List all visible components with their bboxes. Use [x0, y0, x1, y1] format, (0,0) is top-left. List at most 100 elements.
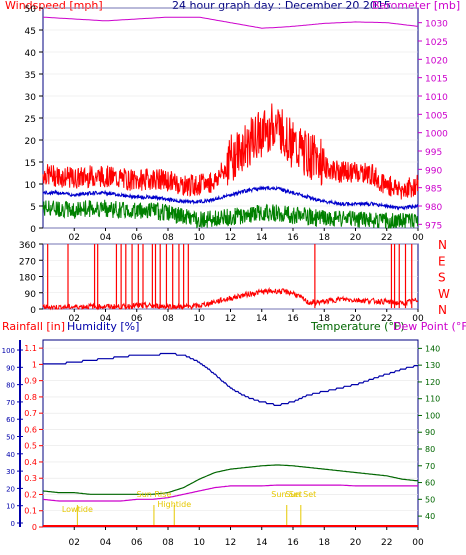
wind-hour-label: 10: [194, 233, 206, 243]
temperature-tick-label: 110: [425, 395, 440, 404]
axes-layer: 0510152025303540455097598098599099510001…: [2, 5, 450, 548]
barometer-axis-title: Barometer [mb]: [372, 0, 460, 12]
rainfall-tick-label: 0.3: [24, 474, 37, 483]
compass-label: S: [438, 271, 446, 285]
direction-tick-label: 360: [19, 241, 36, 251]
humidity-panel-frame: [42, 339, 419, 528]
barometer-tick-label: 985: [425, 185, 442, 195]
temperature-tick-label: 40: [425, 512, 435, 521]
barometer-tick-label: 995: [425, 148, 442, 158]
humidity-line: [43, 352, 418, 406]
wind-hour-label: 06: [131, 233, 143, 243]
direction-hour-label: 08: [162, 314, 174, 324]
direction-plot-area: [42, 243, 419, 311]
wind-hour-label: 00: [412, 233, 424, 243]
direction-hour-label: 14: [256, 314, 268, 324]
wind-hour-label: 16: [287, 233, 299, 243]
compass-label: E: [438, 254, 446, 268]
direction-hour-label: 10: [194, 314, 206, 324]
compass-label: W: [438, 287, 450, 301]
wind-average-line: [42, 185, 419, 211]
humidity-tick-label: 50: [6, 434, 15, 442]
event-label: Sun Rise: [137, 490, 172, 499]
rainfall-tick-label: 0.8: [24, 393, 37, 402]
event-label: Hightide: [157, 500, 191, 509]
wind-hour-label: 22: [381, 233, 392, 243]
windspeed-tick-label: 40: [25, 49, 37, 59]
direction-hour-label: 02: [69, 314, 80, 324]
rainfall-tick-label: 1.1: [24, 344, 37, 353]
compass-label: N: [438, 303, 447, 317]
temperature-tick-label: 90: [425, 428, 435, 437]
direction-tick-label: 90: [25, 290, 37, 300]
windspeed-line: [42, 103, 419, 200]
windspeed-axis-title: Windspeed [mph]: [5, 0, 103, 12]
rainfall-tick-label: 0.4: [24, 458, 37, 467]
direction-hour-label: 22: [381, 314, 392, 324]
barometer-tick-label: 1005: [425, 111, 448, 121]
temperature-tick-label: 80: [425, 445, 435, 454]
event-label: Lowtide: [62, 505, 93, 514]
direction-hour-label: 16: [287, 314, 299, 324]
rainfall-tick-label: 0.2: [24, 490, 37, 499]
direction-hour-label: 18: [319, 314, 331, 324]
direction-line: [42, 286, 419, 311]
wind-hour-label: 12: [225, 233, 236, 243]
humidity-tick-label: 80: [6, 382, 15, 390]
direction-tick-label: 0: [30, 306, 36, 316]
temperature-tick-label: 60: [425, 479, 435, 488]
humidity-tick-label: 40: [6, 451, 15, 459]
humidity-tick-label: 10: [6, 503, 15, 511]
direction-hour-label: 20: [350, 314, 362, 324]
rainfall-tick-label: 0.6: [24, 425, 37, 434]
temperature-tick-label: 140: [425, 344, 440, 353]
event-label: Sun Set: [285, 490, 316, 499]
humidity-hour-label: 08: [162, 538, 174, 548]
temperature-tick-label: 50: [425, 495, 435, 504]
windspeed-tick-label: 45: [25, 27, 36, 37]
compass-label: N: [438, 238, 447, 252]
windspeed-tick-label: 0: [30, 225, 36, 235]
direction-hour-label: 06: [131, 314, 143, 324]
temperature-tick-label: 130: [425, 361, 440, 370]
wind-hour-label: 04: [100, 233, 112, 243]
humidity-hour-label: 14: [256, 538, 268, 548]
humidity-tick-label: 0: [11, 520, 15, 528]
rainfall-axis-title: Rainfall [in]: [2, 320, 65, 333]
humidity-hour-label: 12: [225, 538, 236, 548]
barometer-tick-label: 1025: [425, 38, 448, 48]
humidity-tick-label: 30: [6, 468, 15, 476]
wind-hour-label: 08: [162, 233, 174, 243]
humidity-hour-label: 10: [194, 538, 206, 548]
chart-title: 24 hour graph day : December 20 2015: [172, 0, 391, 12]
direction-tick-label: 180: [19, 274, 36, 284]
temperature-tick-label: 70: [425, 462, 435, 471]
rainfall-tick-label: 0: [32, 523, 37, 532]
temperature-tick-label: 100: [425, 411, 440, 420]
direction-hour-label: 00: [412, 314, 424, 324]
dewpoint-line: [42, 484, 418, 502]
windspeed-tick-label: 35: [25, 71, 36, 81]
humidity-hour-label: 20: [350, 538, 362, 548]
wind-hour-label: 20: [350, 233, 362, 243]
humidity-hour-label: 22: [381, 538, 392, 548]
temperature-axis-title: Temperature (°F): [310, 320, 405, 333]
direction-hour-label: 04: [100, 314, 112, 324]
humidity-hour-label: 16: [287, 538, 299, 548]
windspeed-tick-label: 30: [25, 93, 37, 103]
barometer-tick-label: 975: [425, 221, 442, 231]
humidity-hour-label: 02: [69, 538, 80, 548]
rainfall-tick-label: 0.9: [24, 377, 37, 386]
rainfall-tick-label: 1: [32, 360, 37, 369]
dewpoint-axis-title: Dew Point (°F): [393, 320, 466, 333]
humidity-hour-label: 06: [131, 538, 143, 548]
humidity-tick-label: 70: [6, 399, 15, 407]
wind-plot-area: [42, 7, 419, 230]
wind-hour-label: 18: [319, 233, 331, 243]
barometer-tick-label: 1000: [425, 130, 448, 140]
humidity-tick-label: 60: [6, 416, 15, 424]
humidity-tick-label: 100: [2, 347, 15, 355]
direction-tick-label: 270: [19, 257, 36, 267]
